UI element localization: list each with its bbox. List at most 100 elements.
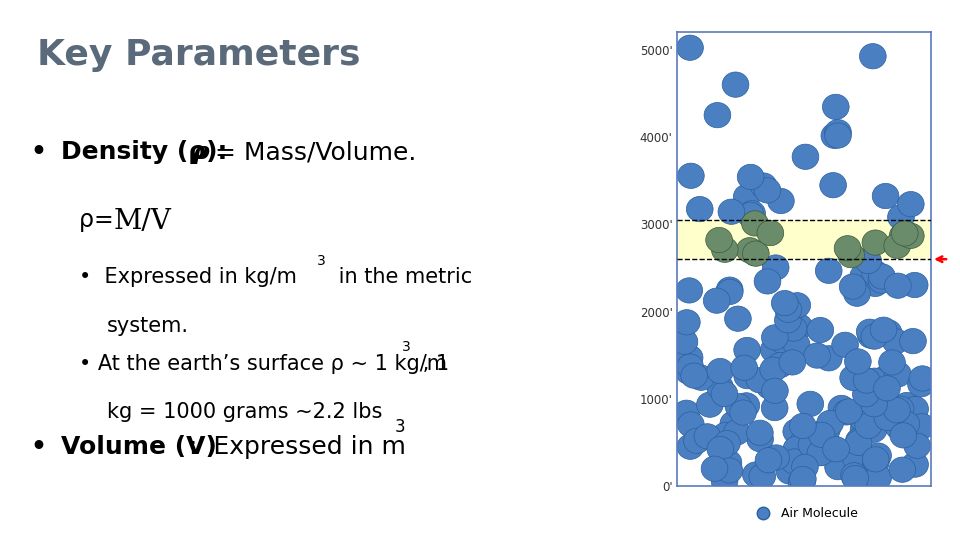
Text: :  Expressed in m: : Expressed in m [189, 435, 406, 458]
Ellipse shape [759, 357, 786, 382]
Ellipse shape [890, 423, 917, 448]
Ellipse shape [845, 349, 872, 374]
Text: •: • [31, 435, 46, 458]
Ellipse shape [761, 325, 788, 350]
Ellipse shape [833, 400, 859, 425]
Ellipse shape [724, 420, 750, 445]
Ellipse shape [694, 424, 721, 449]
Ellipse shape [711, 237, 738, 262]
Text: 3: 3 [317, 254, 325, 268]
Ellipse shape [783, 332, 810, 357]
Ellipse shape [767, 353, 794, 377]
Ellipse shape [892, 221, 918, 246]
Ellipse shape [850, 264, 876, 289]
Ellipse shape [770, 329, 797, 354]
Text: system.: system. [107, 316, 189, 336]
Ellipse shape [876, 320, 901, 345]
Ellipse shape [716, 279, 743, 305]
Ellipse shape [845, 430, 872, 455]
Ellipse shape [707, 359, 733, 384]
Ellipse shape [784, 293, 810, 318]
Ellipse shape [746, 368, 773, 393]
Ellipse shape [856, 319, 883, 345]
Ellipse shape [775, 297, 802, 322]
Ellipse shape [678, 163, 705, 188]
Ellipse shape [742, 241, 769, 266]
Ellipse shape [862, 260, 888, 286]
Ellipse shape [901, 272, 928, 298]
Ellipse shape [783, 436, 809, 462]
Ellipse shape [711, 381, 738, 407]
Ellipse shape [772, 291, 798, 316]
Ellipse shape [707, 436, 733, 462]
Ellipse shape [677, 434, 704, 460]
Ellipse shape [678, 412, 705, 437]
Ellipse shape [807, 441, 833, 466]
Text: •  Expressed in kg/m: • Expressed in kg/m [80, 267, 298, 287]
Ellipse shape [725, 306, 752, 332]
Ellipse shape [756, 448, 781, 473]
Ellipse shape [732, 393, 759, 418]
Ellipse shape [722, 72, 749, 97]
Ellipse shape [775, 308, 802, 333]
Ellipse shape [733, 363, 760, 389]
Ellipse shape [704, 103, 731, 128]
Ellipse shape [909, 366, 936, 391]
Ellipse shape [742, 240, 769, 266]
Ellipse shape [777, 459, 803, 484]
Ellipse shape [825, 123, 852, 148]
Ellipse shape [716, 458, 743, 483]
Ellipse shape [850, 407, 876, 433]
Ellipse shape [843, 447, 870, 471]
Ellipse shape [780, 316, 807, 341]
Ellipse shape [855, 413, 881, 438]
Text: Volume (V): Volume (V) [61, 435, 217, 458]
Ellipse shape [900, 328, 926, 354]
Ellipse shape [853, 368, 880, 393]
Ellipse shape [783, 419, 809, 444]
Ellipse shape [762, 255, 789, 280]
Ellipse shape [862, 230, 889, 255]
Ellipse shape [768, 188, 794, 214]
Ellipse shape [860, 417, 887, 442]
Ellipse shape [815, 258, 842, 284]
Ellipse shape [798, 432, 825, 457]
Ellipse shape [885, 362, 911, 387]
Ellipse shape [755, 178, 780, 203]
Ellipse shape [831, 332, 858, 357]
Ellipse shape [817, 410, 844, 436]
Ellipse shape [821, 123, 848, 148]
Ellipse shape [854, 248, 881, 274]
Ellipse shape [742, 462, 769, 487]
Ellipse shape [674, 309, 700, 335]
Ellipse shape [887, 396, 914, 421]
Ellipse shape [730, 400, 756, 425]
Ellipse shape [861, 324, 888, 349]
Text: Density (ρ):: Density (ρ): [61, 140, 236, 164]
Bar [677, 220, 931, 259]
Ellipse shape [712, 422, 738, 448]
Ellipse shape [889, 457, 916, 482]
Ellipse shape [825, 455, 852, 480]
Ellipse shape [707, 374, 733, 400]
Ellipse shape [884, 233, 911, 259]
Ellipse shape [737, 202, 764, 227]
Ellipse shape [901, 452, 928, 477]
Ellipse shape [865, 443, 892, 468]
Text: in the metric: in the metric [332, 267, 472, 287]
Ellipse shape [715, 450, 742, 475]
Ellipse shape [676, 278, 703, 303]
Ellipse shape [862, 450, 889, 475]
Ellipse shape [755, 269, 780, 294]
Text: Key Parameters: Key Parameters [36, 38, 360, 72]
Ellipse shape [738, 200, 765, 226]
Ellipse shape [846, 363, 873, 388]
Ellipse shape [791, 428, 817, 453]
Ellipse shape [736, 238, 763, 263]
Ellipse shape [686, 197, 713, 222]
Ellipse shape [741, 211, 768, 236]
Ellipse shape [761, 378, 788, 403]
Ellipse shape [841, 463, 868, 488]
Ellipse shape [675, 359, 702, 384]
Ellipse shape [870, 317, 897, 342]
